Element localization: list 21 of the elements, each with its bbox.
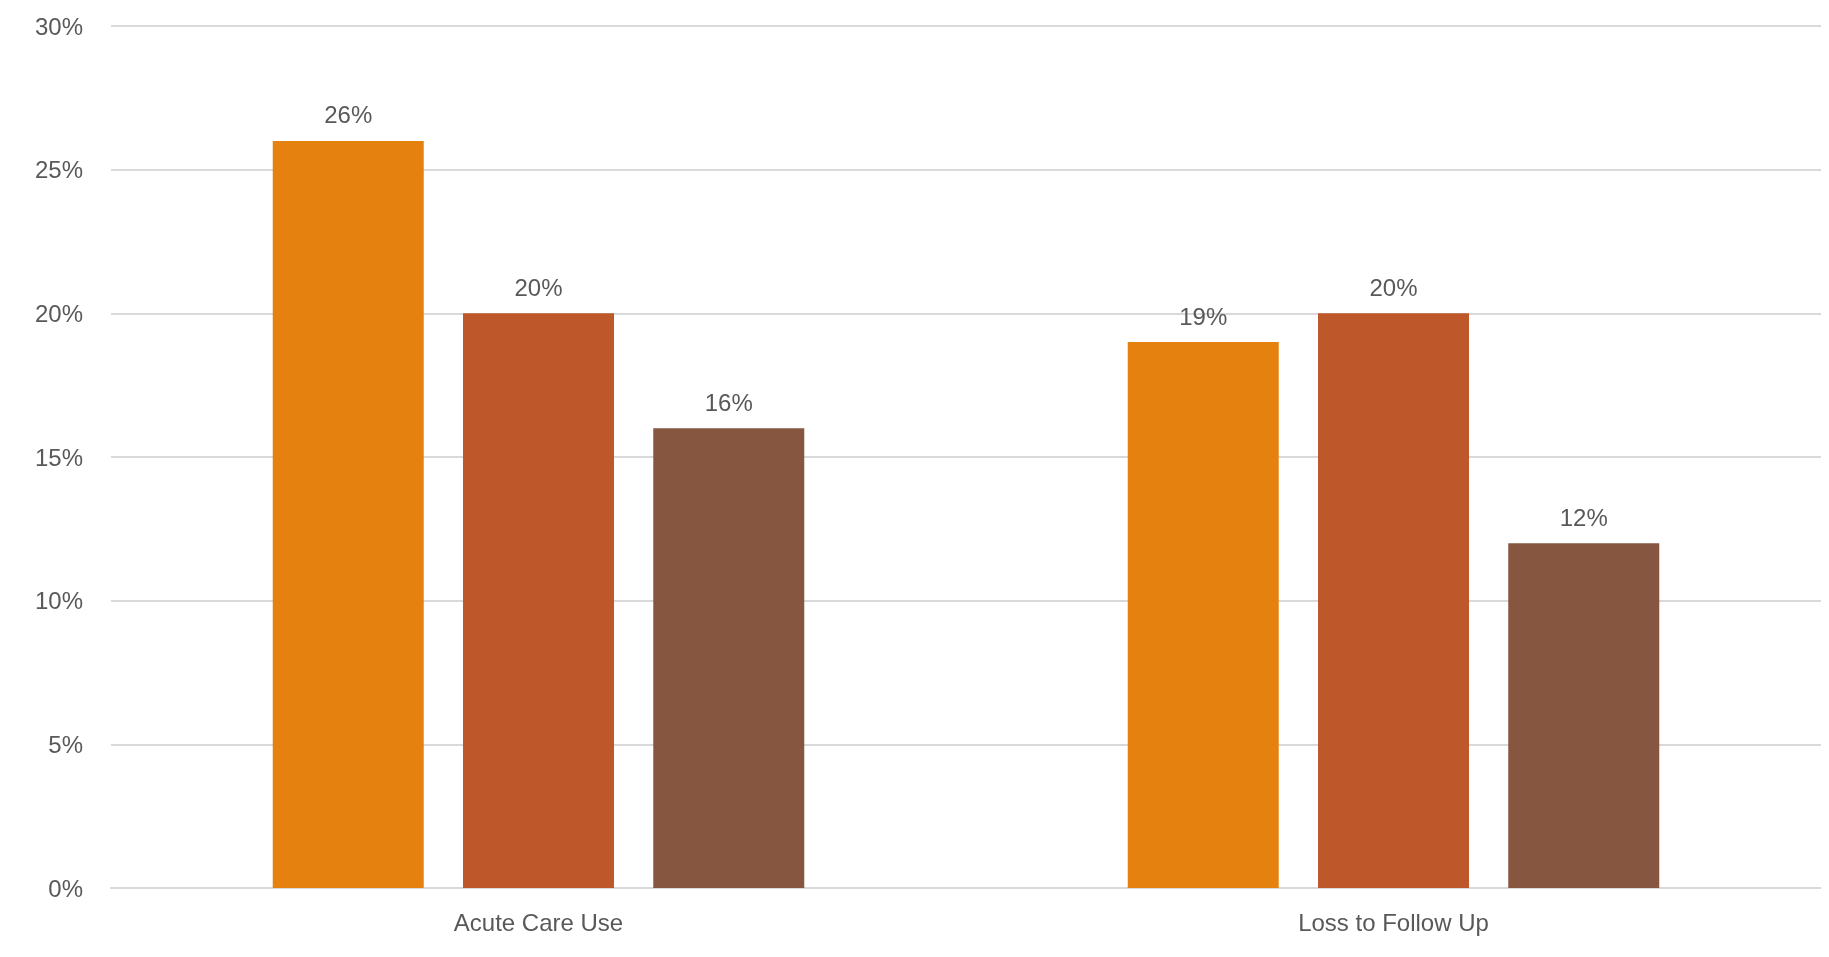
data-label: 20% xyxy=(1369,273,1418,301)
y-tick-label: 25% xyxy=(34,156,83,184)
bar xyxy=(1127,342,1279,888)
data-label: 12% xyxy=(1559,503,1608,531)
data-label: 26% xyxy=(324,101,373,129)
bar xyxy=(272,140,424,888)
x-tick-label: Acute Care Use xyxy=(453,908,624,936)
data-label: 20% xyxy=(514,273,563,301)
data-label: 19% xyxy=(1179,302,1228,330)
y-tick-label: 20% xyxy=(34,299,83,327)
bar xyxy=(1318,313,1469,888)
y-tick-label: 15% xyxy=(34,443,83,471)
x-tick-label: Loss to Follow Up xyxy=(1298,908,1489,936)
y-tick-label: 30% xyxy=(34,12,83,40)
y-tick-label: 10% xyxy=(34,587,83,615)
bar xyxy=(463,313,614,888)
y-tick-label: 0% xyxy=(48,874,83,902)
data-label: 16% xyxy=(704,388,753,416)
y-tick-label: 5% xyxy=(48,730,83,758)
bar xyxy=(1508,543,1660,888)
bar xyxy=(653,428,805,888)
